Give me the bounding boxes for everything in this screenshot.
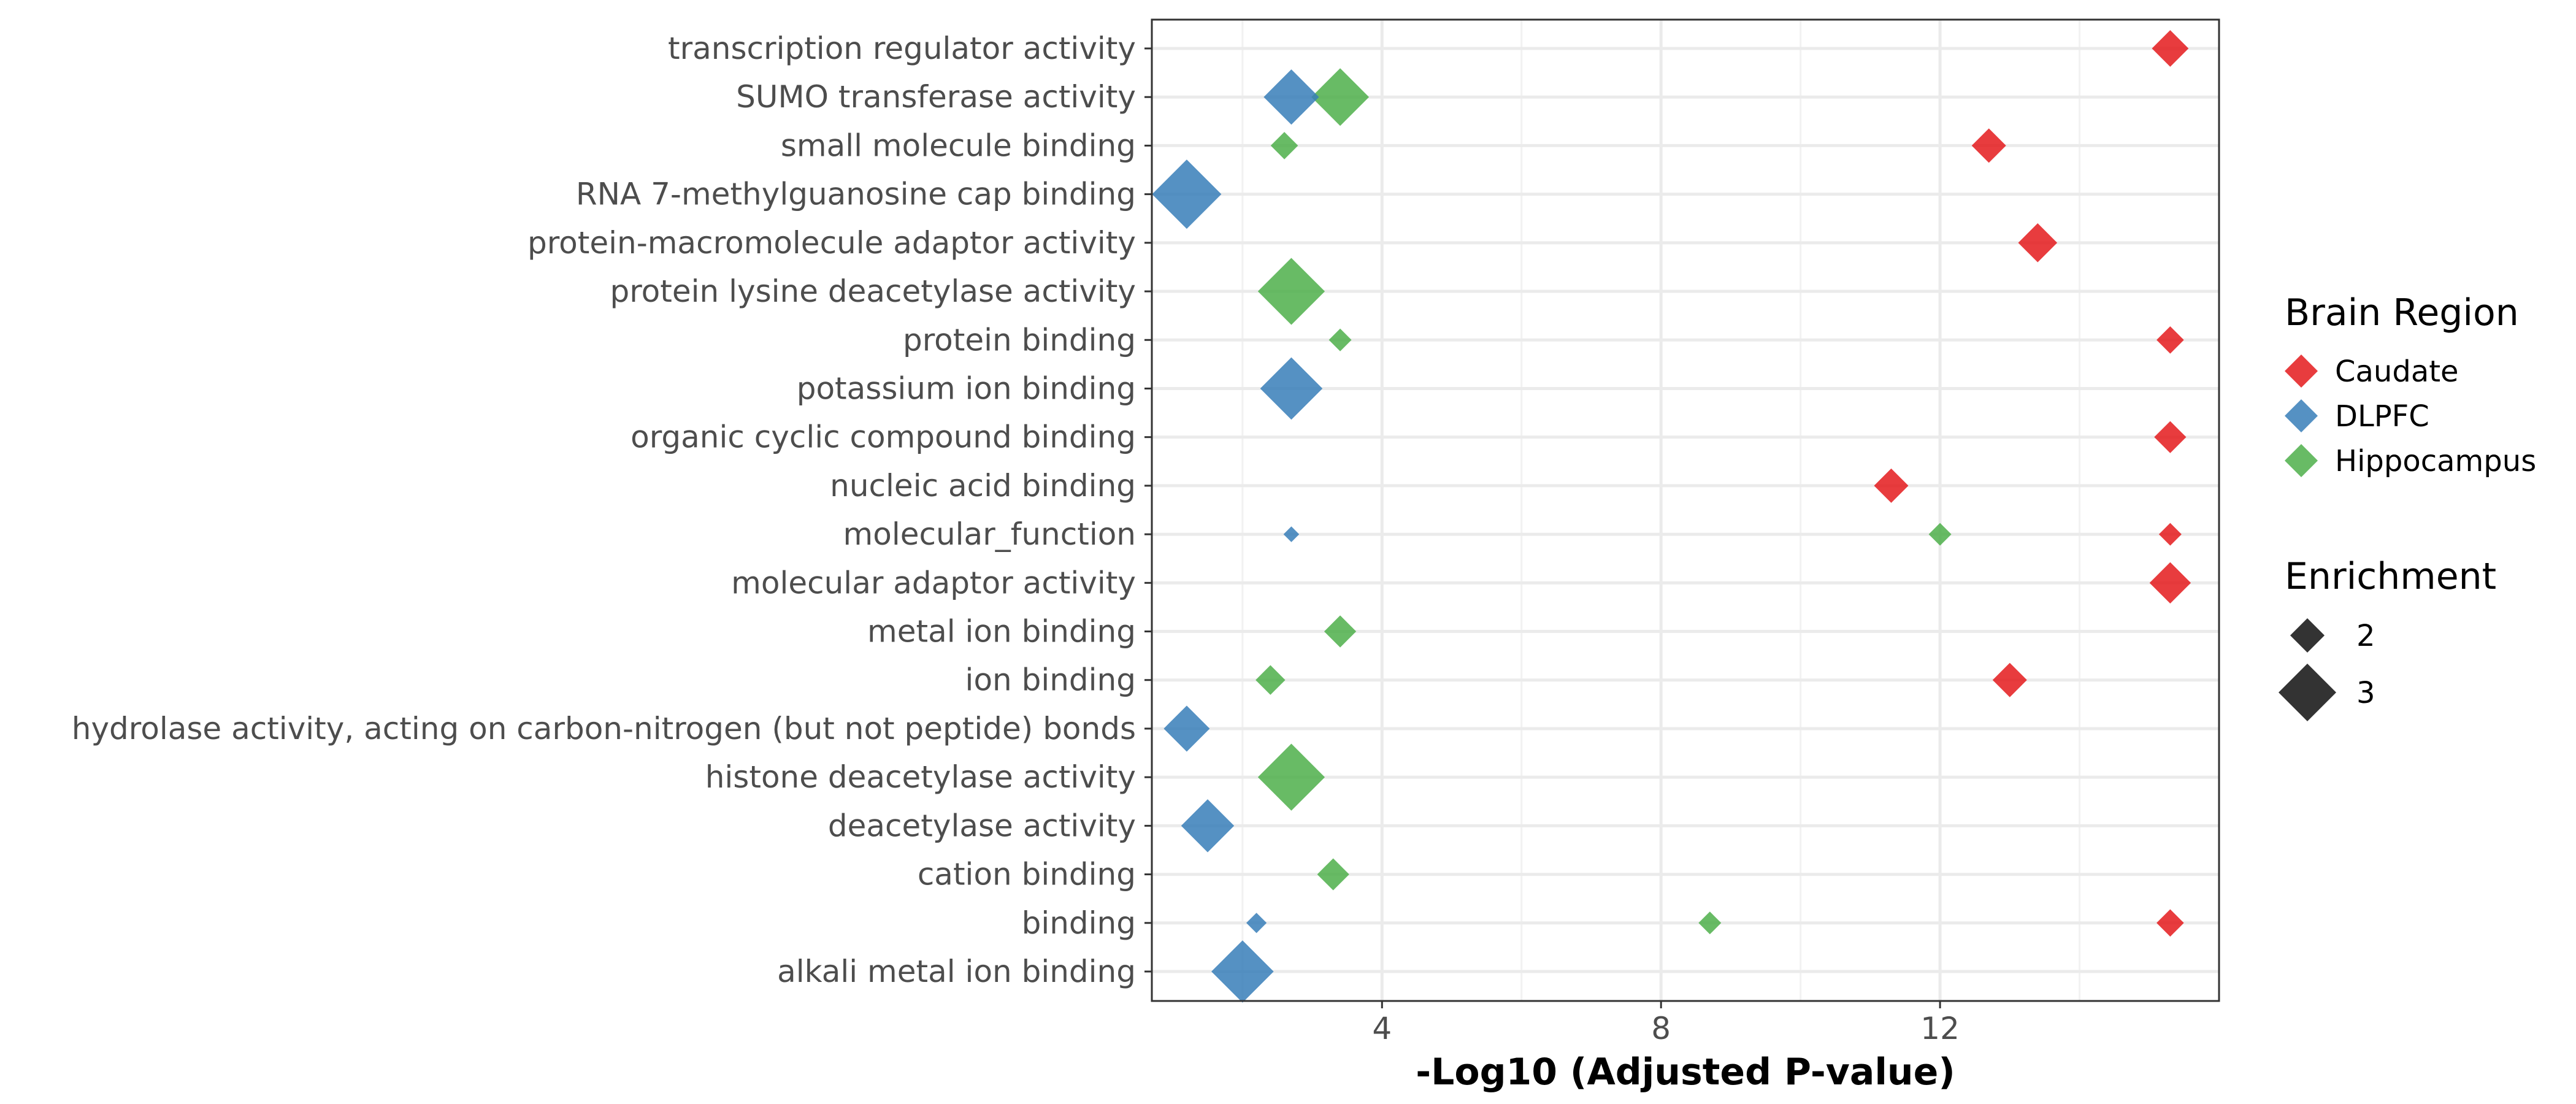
legend-size-label: 3	[2356, 676, 2375, 710]
x-axis-ticks: 4 8 12	[1372, 1001, 1960, 1046]
y-tick-label: potassium ion binding	[797, 370, 1136, 406]
point-caudate	[1992, 662, 2027, 697]
legend-size-entries: 23	[2279, 618, 2375, 721]
point-hippocampus	[1324, 615, 1357, 648]
point-hippocampus	[1698, 911, 1722, 935]
y-tick-label: molecular_function	[843, 516, 1136, 552]
point-dlpfc	[1152, 159, 1222, 229]
point-hippocampus	[1270, 132, 1298, 159]
grid	[1152, 20, 2219, 1001]
x-tick-label: 4	[1372, 1011, 1392, 1046]
legend-size-title: Enrichment	[2285, 555, 2496, 598]
legend: Brain Region Caudate DLPFC Hippocampus Enr…	[2279, 291, 2536, 721]
legend-label: DLPFC	[2335, 399, 2429, 434]
y-tick-label: hydrolase activity, acting on carbon-nit…	[72, 711, 1136, 746]
y-tick-label: organic cyclic compound binding	[631, 420, 1136, 455]
x-tick-label: 12	[1920, 1011, 1960, 1046]
point-dlpfc	[1163, 705, 1210, 752]
y-tick-label: metal ion binding	[867, 614, 1136, 650]
point-caudate	[2149, 562, 2191, 604]
point-hippocampus	[1255, 665, 1286, 695]
point-dlpfc	[1263, 69, 1319, 125]
point-hippocampus	[1928, 523, 1952, 546]
legend-color-title: Brain Region	[2285, 291, 2519, 334]
point-dlpfc	[1246, 913, 1267, 933]
y-tick-label: binding	[1022, 905, 1136, 941]
y-tick-label: histone deacetylase activity	[705, 759, 1136, 795]
y-tick-label: ion binding	[965, 662, 1136, 698]
legend-label: Hippocampus	[2335, 444, 2536, 478]
y-axis-labels: transcription regulator activity SUMO tra…	[72, 31, 1152, 989]
y-tick-label: molecular adaptor activity	[731, 565, 1136, 600]
point-hippocampus	[1257, 258, 1325, 325]
y-tick-label: SUMO transferase activity	[736, 79, 1136, 115]
legend-key-caudate	[2285, 355, 2318, 388]
legend-size-key	[2279, 664, 2336, 721]
point-dlpfc	[1211, 940, 1274, 1003]
y-tick-label: nucleic acid binding	[830, 468, 1136, 504]
point-hippocampus	[1311, 68, 1370, 126]
y-tick-label: alkali metal ion binding	[777, 954, 1136, 989]
data-points	[1152, 30, 2191, 1003]
point-caudate	[1874, 468, 1909, 503]
legend-size-label: 2	[2356, 619, 2375, 653]
point-hippocampus	[1317, 858, 1349, 891]
y-tick-label: small molecule binding	[781, 128, 1136, 163]
legend-key-hippocampus	[2285, 444, 2318, 477]
point-hippocampus	[1257, 743, 1325, 811]
y-tick-label: protein lysine deacetylase activity	[610, 274, 1136, 309]
point-caudate	[2156, 909, 2184, 937]
point-dlpfc	[1181, 799, 1235, 853]
legend-size-key	[2290, 618, 2325, 653]
point-caudate	[2152, 30, 2189, 67]
plot-panel-border	[1151, 18, 2220, 1002]
point-hippocampus	[1328, 328, 1352, 351]
y-tick-label: transcription regulator activity	[668, 31, 1136, 66]
point-caudate	[2158, 523, 2182, 546]
legend-label: Caudate	[2335, 355, 2459, 389]
y-tick-label: cation binding	[918, 857, 1136, 892]
y-tick-label: protein binding	[903, 322, 1136, 358]
point-dlpfc	[1283, 526, 1300, 542]
y-tick-label: RNA 7-methylguanosine cap binding	[576, 177, 1136, 212]
point-caudate	[2018, 223, 2058, 263]
point-caudate	[1971, 128, 2006, 163]
x-axis-title: -Log10 (Adjusted P-value)	[1416, 1051, 1955, 1094]
y-tick-label: deacetylase activity	[828, 808, 1136, 843]
x-tick-label: 8	[1651, 1011, 1671, 1046]
legend-key-dlpfc	[2285, 399, 2318, 432]
legend-color-entries: Caudate DLPFC Hippocampus	[2285, 355, 2536, 478]
point-caudate	[2156, 326, 2184, 354]
point-caudate	[2154, 421, 2187, 453]
point-dlpfc	[1260, 357, 1323, 420]
y-tick-label: protein-macromolecule adaptor activity	[527, 225, 1136, 261]
